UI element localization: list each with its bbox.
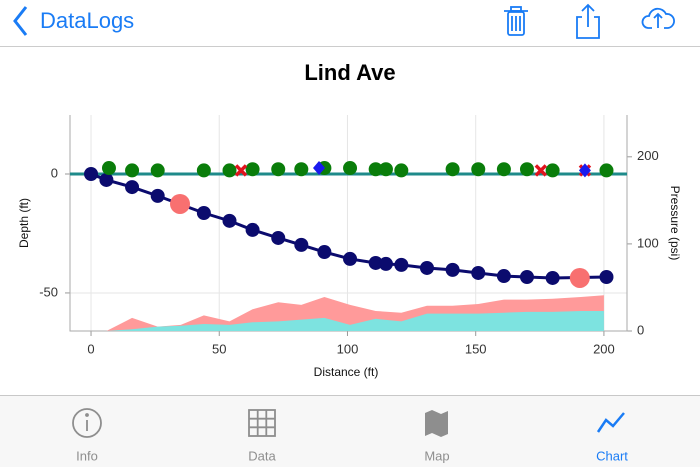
chart-tab-icon[interactable] xyxy=(596,412,625,433)
x-tick-label: 150 xyxy=(465,341,487,356)
point xyxy=(545,270,560,285)
point xyxy=(599,163,614,178)
x-tick-label: 0 xyxy=(87,341,94,356)
data-tab-icon[interactable] xyxy=(248,409,276,437)
point xyxy=(519,162,534,177)
point xyxy=(445,262,460,277)
plot: 0 50 100 150 200 0 -50 0 100 200 xyxy=(39,115,659,356)
point xyxy=(368,162,383,177)
point xyxy=(545,163,560,178)
point xyxy=(101,161,116,176)
tab-label[interactable]: Map xyxy=(424,448,449,463)
point xyxy=(222,163,237,178)
point xyxy=(496,269,511,284)
point xyxy=(378,162,393,177)
tab-label[interactable]: Chart xyxy=(596,448,628,463)
y2-tick-label: 0 xyxy=(637,322,644,337)
point xyxy=(245,222,260,237)
point xyxy=(222,213,237,228)
back-chevron[interactable] xyxy=(13,6,28,36)
y2-tick-label: 100 xyxy=(637,235,659,250)
tab-label[interactable]: Info xyxy=(76,448,98,463)
chart-title: Lind Ave xyxy=(304,60,395,85)
point xyxy=(569,267,590,288)
x-axis-label: Distance (ft) xyxy=(314,365,379,379)
point xyxy=(496,162,511,177)
cloud-upload-icon[interactable] xyxy=(641,7,675,29)
point xyxy=(471,265,486,280)
point xyxy=(84,166,99,181)
x-tick-label: 100 xyxy=(337,341,359,356)
point xyxy=(445,162,460,177)
point xyxy=(196,163,211,178)
point xyxy=(519,270,534,284)
tab-label[interactable]: Data xyxy=(248,448,276,463)
point xyxy=(245,162,260,177)
point xyxy=(99,172,114,187)
point xyxy=(271,230,286,245)
point xyxy=(150,163,165,178)
point xyxy=(471,162,486,177)
point xyxy=(368,255,383,270)
info-tab-icon[interactable] xyxy=(72,408,102,438)
point xyxy=(196,206,211,221)
back-button[interactable]: DataLogs xyxy=(40,8,134,33)
point xyxy=(378,256,393,271)
point xyxy=(271,162,286,177)
map-tab-icon[interactable] xyxy=(425,410,448,437)
area xyxy=(106,310,604,331)
y-tick-label: 0 xyxy=(51,165,58,180)
point xyxy=(125,163,140,178)
point xyxy=(317,245,332,260)
point xyxy=(294,237,309,252)
point xyxy=(419,260,434,275)
trash-icon[interactable] xyxy=(504,6,528,36)
tab-bar xyxy=(0,395,700,467)
point xyxy=(394,163,409,178)
point xyxy=(343,251,358,266)
point xyxy=(578,163,591,178)
point xyxy=(170,193,191,214)
point xyxy=(394,257,409,272)
point xyxy=(150,188,165,203)
share-icon[interactable] xyxy=(576,3,600,39)
point xyxy=(343,161,358,176)
point xyxy=(125,180,140,195)
point xyxy=(294,162,309,177)
x-tick-label: 50 xyxy=(212,341,226,356)
point xyxy=(234,164,248,177)
x-tick-label: 200 xyxy=(593,341,615,356)
y2-tick-label: 200 xyxy=(637,148,659,163)
y-axis-label: Depth (ft) xyxy=(17,198,31,248)
point xyxy=(313,161,326,176)
y-tick-label: -50 xyxy=(39,284,58,299)
point xyxy=(534,164,548,177)
y2-axis-label: Pressure (psi) xyxy=(668,186,682,261)
point xyxy=(599,270,614,284)
